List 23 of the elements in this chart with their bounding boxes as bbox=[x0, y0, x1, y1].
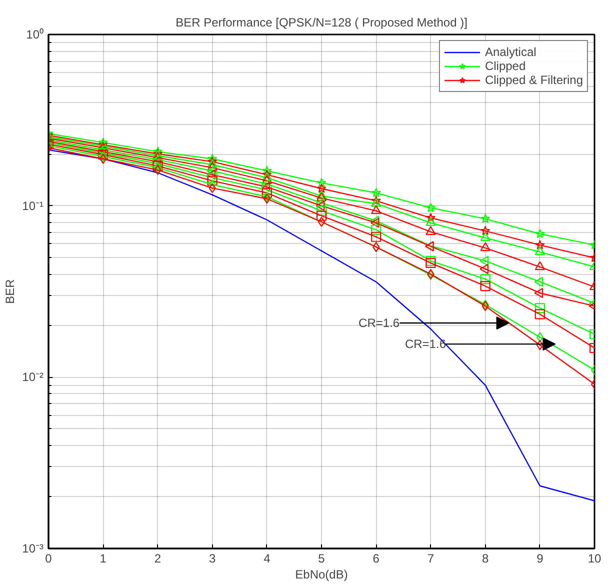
x-tick-label: 2 bbox=[154, 552, 162, 566]
legend-label: Clipped bbox=[484, 59, 526, 73]
chart-title: BER Performance [QPSK/N=128 ( Proposed Method )] bbox=[176, 16, 468, 30]
x-tick-label: 6 bbox=[372, 552, 380, 566]
legend-label: Analytical bbox=[484, 45, 536, 59]
x-tick-label: 10 bbox=[588, 552, 602, 566]
x-tick-label: 8 bbox=[482, 552, 489, 566]
y-tick-label: 10⁻² bbox=[22, 370, 44, 384]
x-tick-label: 3 bbox=[208, 552, 216, 566]
y-tick-label: 10⁰ bbox=[26, 28, 44, 42]
x-tick-label: 4 bbox=[264, 552, 271, 566]
x-axis-title: EbNo(dB) bbox=[295, 568, 348, 582]
annotation: CR=1.6 bbox=[358, 316, 400, 330]
x-tick-label: 5 bbox=[318, 552, 326, 566]
x-tick-label: 0 bbox=[45, 552, 52, 566]
y-axis-title: BER bbox=[3, 278, 18, 304]
y-tick-label: 10⁻¹ bbox=[22, 198, 44, 213]
x-tick-label: 1 bbox=[100, 552, 107, 566]
x-tick-label: 9 bbox=[536, 552, 544, 566]
legend-label: Clipped & Filtering bbox=[484, 73, 583, 87]
y-tick-label: 10⁻³ bbox=[22, 542, 44, 556]
annotation: CR=1.6 bbox=[404, 337, 446, 352]
x-tick-label: 7 bbox=[427, 552, 434, 566]
